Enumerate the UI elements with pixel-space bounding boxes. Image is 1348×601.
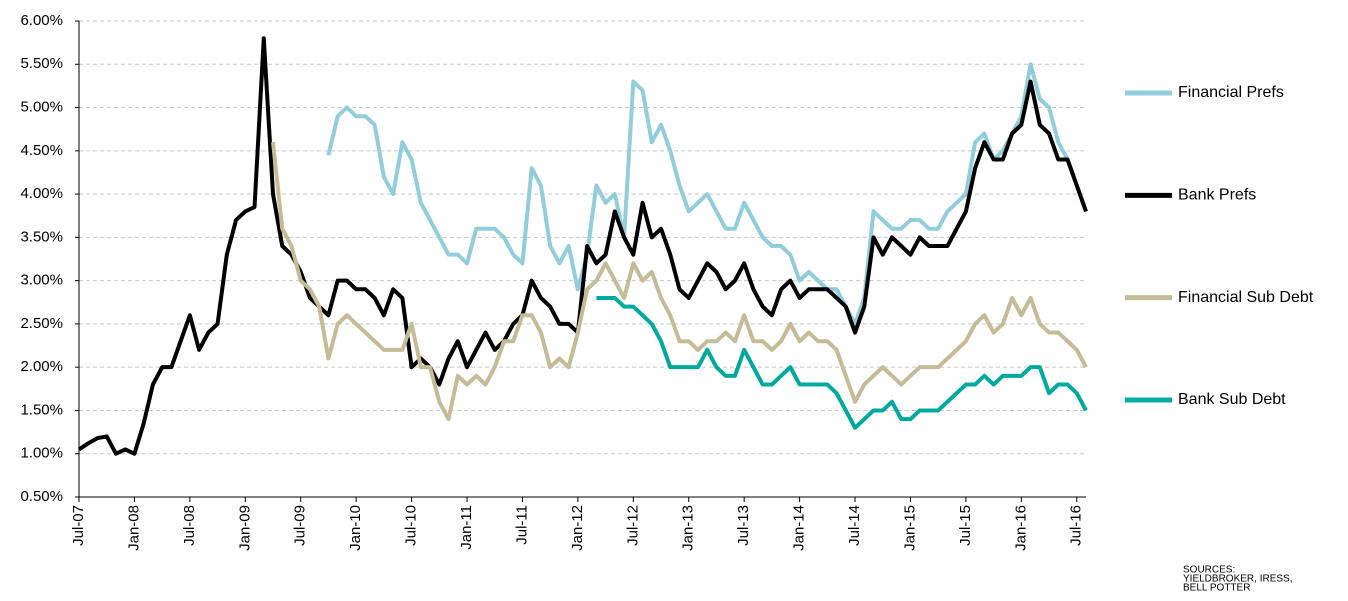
y-tick-label: 0.50%	[20, 488, 63, 505]
x-tick-label: Jan-10	[347, 505, 364, 551]
y-tick-label: 1.50%	[20, 401, 63, 418]
legend-label: Bank Sub Debt	[1178, 391, 1286, 408]
y-tick-label: 4.00%	[20, 185, 63, 202]
y-tick-label: 4.50%	[20, 142, 63, 159]
y-tick-label: 3.50%	[20, 228, 63, 245]
source-note: YIELDBROKER, IRESS,	[1183, 574, 1292, 585]
x-tick-label: Jan-14	[791, 505, 808, 551]
x-tick-label: Jul-12	[624, 505, 641, 546]
legend-label: Financial Sub Debt	[1178, 289, 1314, 306]
x-tick-label: Jul-08	[181, 505, 198, 546]
x-tick-label: Jan-12	[569, 505, 586, 551]
series-line	[77, 36, 1088, 456]
series-line	[271, 141, 1088, 422]
legend-label: Financial Prefs	[1178, 84, 1284, 101]
x-tick-label: Jan-16	[1012, 505, 1029, 551]
x-tick-label: Jul-16	[1068, 505, 1085, 546]
y-tick-label: 3.00%	[20, 272, 63, 289]
x-tick-label: Jul-13	[735, 505, 752, 546]
x-tick-label: Jul-15	[957, 505, 974, 546]
source-note: SOURCES:	[1183, 565, 1235, 576]
y-tick-label: 2.00%	[20, 358, 63, 375]
x-tick-label: Jan-13	[680, 505, 697, 551]
y-tick-label: 5.50%	[20, 55, 63, 72]
y-tick-label: 6.00%	[20, 12, 63, 29]
x-tick-label: Jan-15	[901, 505, 918, 551]
x-tick-label: Jul-07	[70, 505, 87, 546]
source-note: BELL POTTER	[1183, 583, 1250, 594]
x-tick-label: Jan-09	[236, 505, 253, 551]
y-tick-label: 2.50%	[20, 315, 63, 332]
x-tick-label: Jul-11	[513, 505, 530, 545]
x-tick-label: Jul-10	[403, 505, 420, 546]
x-tick-label: Jul-14	[846, 505, 863, 546]
y-tick-label: 1.00%	[20, 445, 63, 462]
x-tick-label: Jan-11	[458, 505, 475, 550]
x-tick-label: Jan-08	[125, 505, 142, 551]
series-line	[596, 295, 1088, 430]
series-line	[326, 62, 1088, 326]
y-tick-label: 5.00%	[20, 99, 63, 116]
legend-label: Bank Prefs	[1178, 187, 1256, 204]
x-tick-label: Jul-09	[292, 505, 309, 546]
